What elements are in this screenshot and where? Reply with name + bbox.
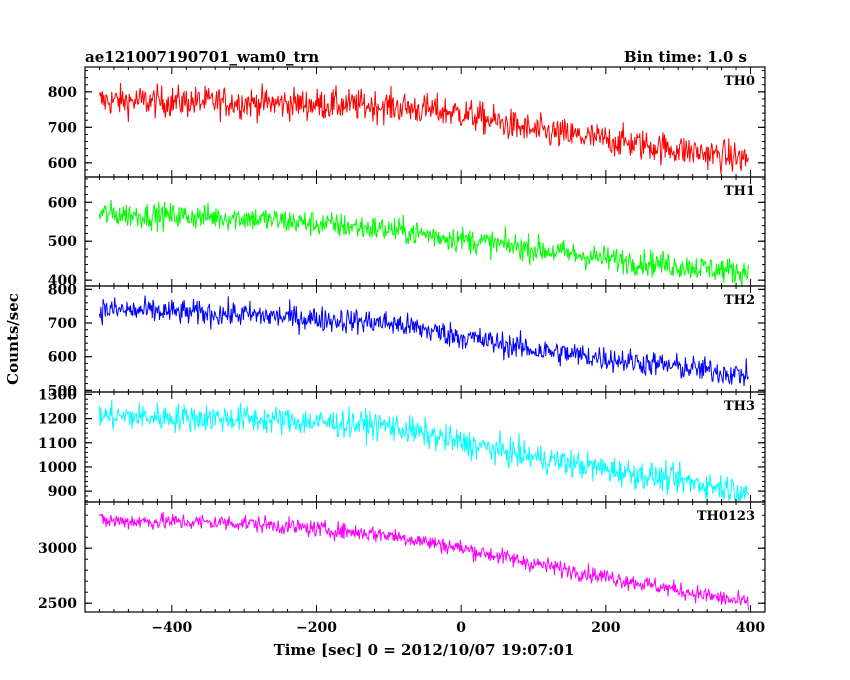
panels-group: TH0600700800TH1400500600TH2500600700800T… [38,66,766,613]
y-tick-label: 1300 [38,387,77,403]
y-tick-label: 2500 [38,596,77,612]
x-tick-label: 400 [736,620,765,636]
y-axis-label: Counts/sec [4,293,22,385]
series-th0-line [98,82,749,174]
panel-th2: TH2 500 600 700 800 [48,282,766,399]
y-tick-label: 500 [48,383,77,399]
y-tick-label: 3000 [38,541,77,557]
panel-label-th0: TH0 [724,74,755,89]
y-tick-label: 800 [48,282,77,298]
x-tick-label: 200 [591,620,620,636]
panel-label-th3: TH3 [724,399,755,414]
series-th2-line [98,295,749,387]
panel-th1: TH1 400 500 600 [48,176,766,289]
x-tick-label: 0 [456,620,466,636]
panel-frame [84,501,766,613]
x-tick-label: −400 [151,620,192,636]
bin-time-label: Bin time: 1.0 s [624,48,747,66]
y-tick-label: 600 [48,156,77,172]
x-tick-label: −200 [296,620,337,636]
series-th1-line [98,199,749,286]
y-tick-label: 900 [48,484,77,500]
y-tick-label: 1200 [38,412,77,428]
y-tick-label: 500 [48,234,77,250]
panel-label-th2: TH2 [724,293,755,308]
y-tick-label: 1100 [38,436,77,452]
series-th3-line [98,399,749,502]
series-th0123-line [99,511,749,611]
x-axis: −400 −200 0 200 400 [151,620,765,636]
y-tick-label: 1000 [38,460,77,476]
y-tick-label: 700 [48,316,77,332]
panel-frame [84,285,766,393]
y-tick-label: 600 [48,195,77,211]
panel-frame [84,66,766,178]
y-tick-label: 800 [48,85,77,101]
y-tick-label: 700 [48,120,77,136]
panel-label-th0123: TH0123 [697,509,755,524]
panel-th0123: TH0123 2500 3000 [38,501,766,613]
panel-frame [84,176,766,287]
y-tick-label: 400 [48,273,77,289]
panel-th3: TH3 900 1000 1100 1200 1300 [38,387,766,503]
chart-title: ae121007190701_wam0_trn [85,48,319,66]
y-tick-label: 600 [48,350,77,366]
panel-th0: TH0 600 700 800 [48,66,766,178]
x-axis-label: Time [sec] 0 = 2012/10/07 19:07:01 [274,641,575,659]
panel-label-th1: TH1 [724,184,755,199]
